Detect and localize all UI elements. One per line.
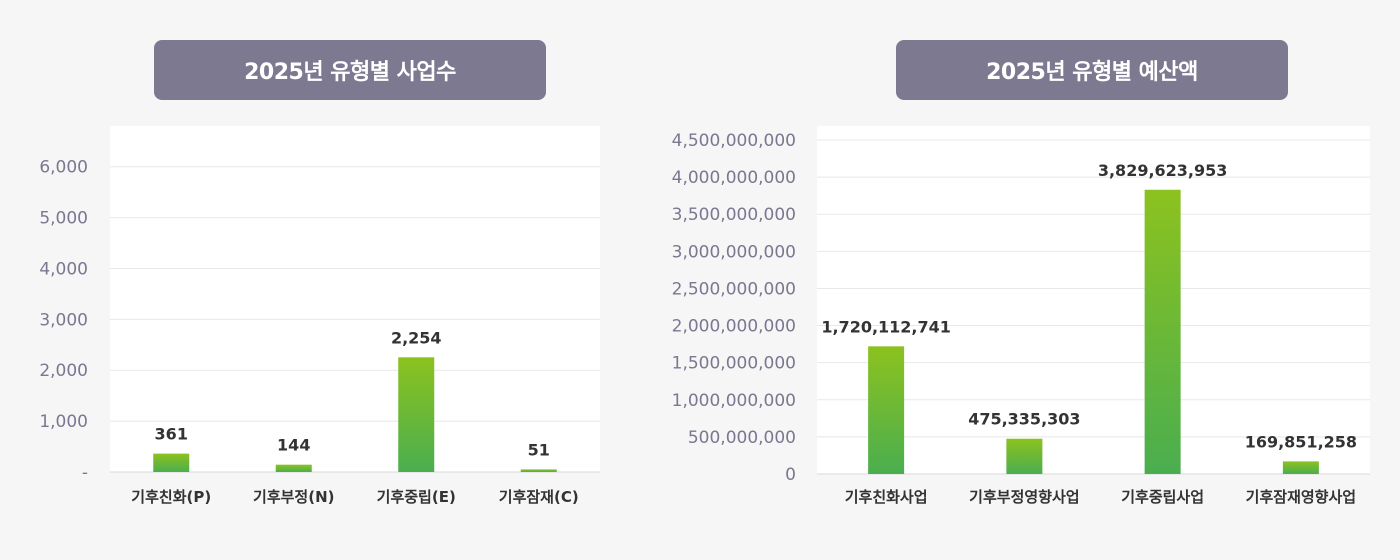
x-category-label: 기후부정영향사업 [969,488,1079,506]
y-tick-label: 3,000 [39,310,88,330]
data-label: 169,851,258 [1245,432,1357,451]
y-tick-label: 4,000 [39,259,88,279]
x-category-label: 기후잠재영향사업 [1246,488,1356,506]
bar [1144,189,1181,474]
chart-budget: 0 500,000,000 1,000,000,000 1,500,000,000 2,… [672,126,1370,506]
data-label: 361 [155,425,188,444]
y-tick-label: 2,000,000,000 [672,317,796,337]
plot-area [110,126,600,472]
y-tick-label: 1,000,000,000 [672,391,796,411]
y-tick-label: 3,500,000,000 [672,205,796,225]
y-tick-label: 500,000,000 [688,428,796,448]
chart-project-count: - 1,000 2,000 3,000 4,000 5,000 6,000 361 기후친화(P… [39,126,600,506]
y-tick-label: 2,500,000,000 [672,279,796,299]
x-category-label: 기후친화사업 [845,488,928,506]
x-category-label: 기후중립사업 [1121,488,1204,506]
y-tick-label: 6,000 [39,158,88,178]
y-tick-label: 0 [785,465,796,485]
bar [1282,461,1319,474]
bar [1006,438,1043,474]
data-label: 144 [277,436,310,455]
y-tick-label: 1,000 [39,412,88,432]
y-tick-label: 5,000 [39,209,88,229]
y-tick-label: 2,000 [39,361,88,381]
data-label: 51 [528,440,550,459]
y-tick-label: 4,000,000,000 [672,168,796,188]
bar [153,453,190,472]
y-tick-label: - [82,463,88,483]
x-category-label: 기후부정(N) [253,488,334,506]
bar [868,346,905,474]
bar [275,464,312,472]
plot-area [817,126,1370,474]
bar [520,469,557,472]
data-label: 1,720,112,741 [821,317,951,336]
x-category-label: 기후친화(P) [131,488,211,506]
y-tick-label: 1,500,000,000 [672,354,796,374]
x-category-label: 기후잠재(C) [499,488,579,506]
bar [398,357,435,472]
chart-title-project-count: 2025년 유형별 사업수 [154,40,546,100]
y-tick-label: 4,500,000,000 [672,131,796,151]
y-tick-label: 3,000,000,000 [672,242,796,262]
chart-title-budget: 2025년 유형별 예산액 [896,40,1288,100]
x-category-label: 기후중립(E) [377,488,456,506]
data-label: 3,829,623,953 [1098,161,1228,180]
data-label: 2,254 [391,328,442,347]
data-label: 475,335,303 [968,410,1080,429]
